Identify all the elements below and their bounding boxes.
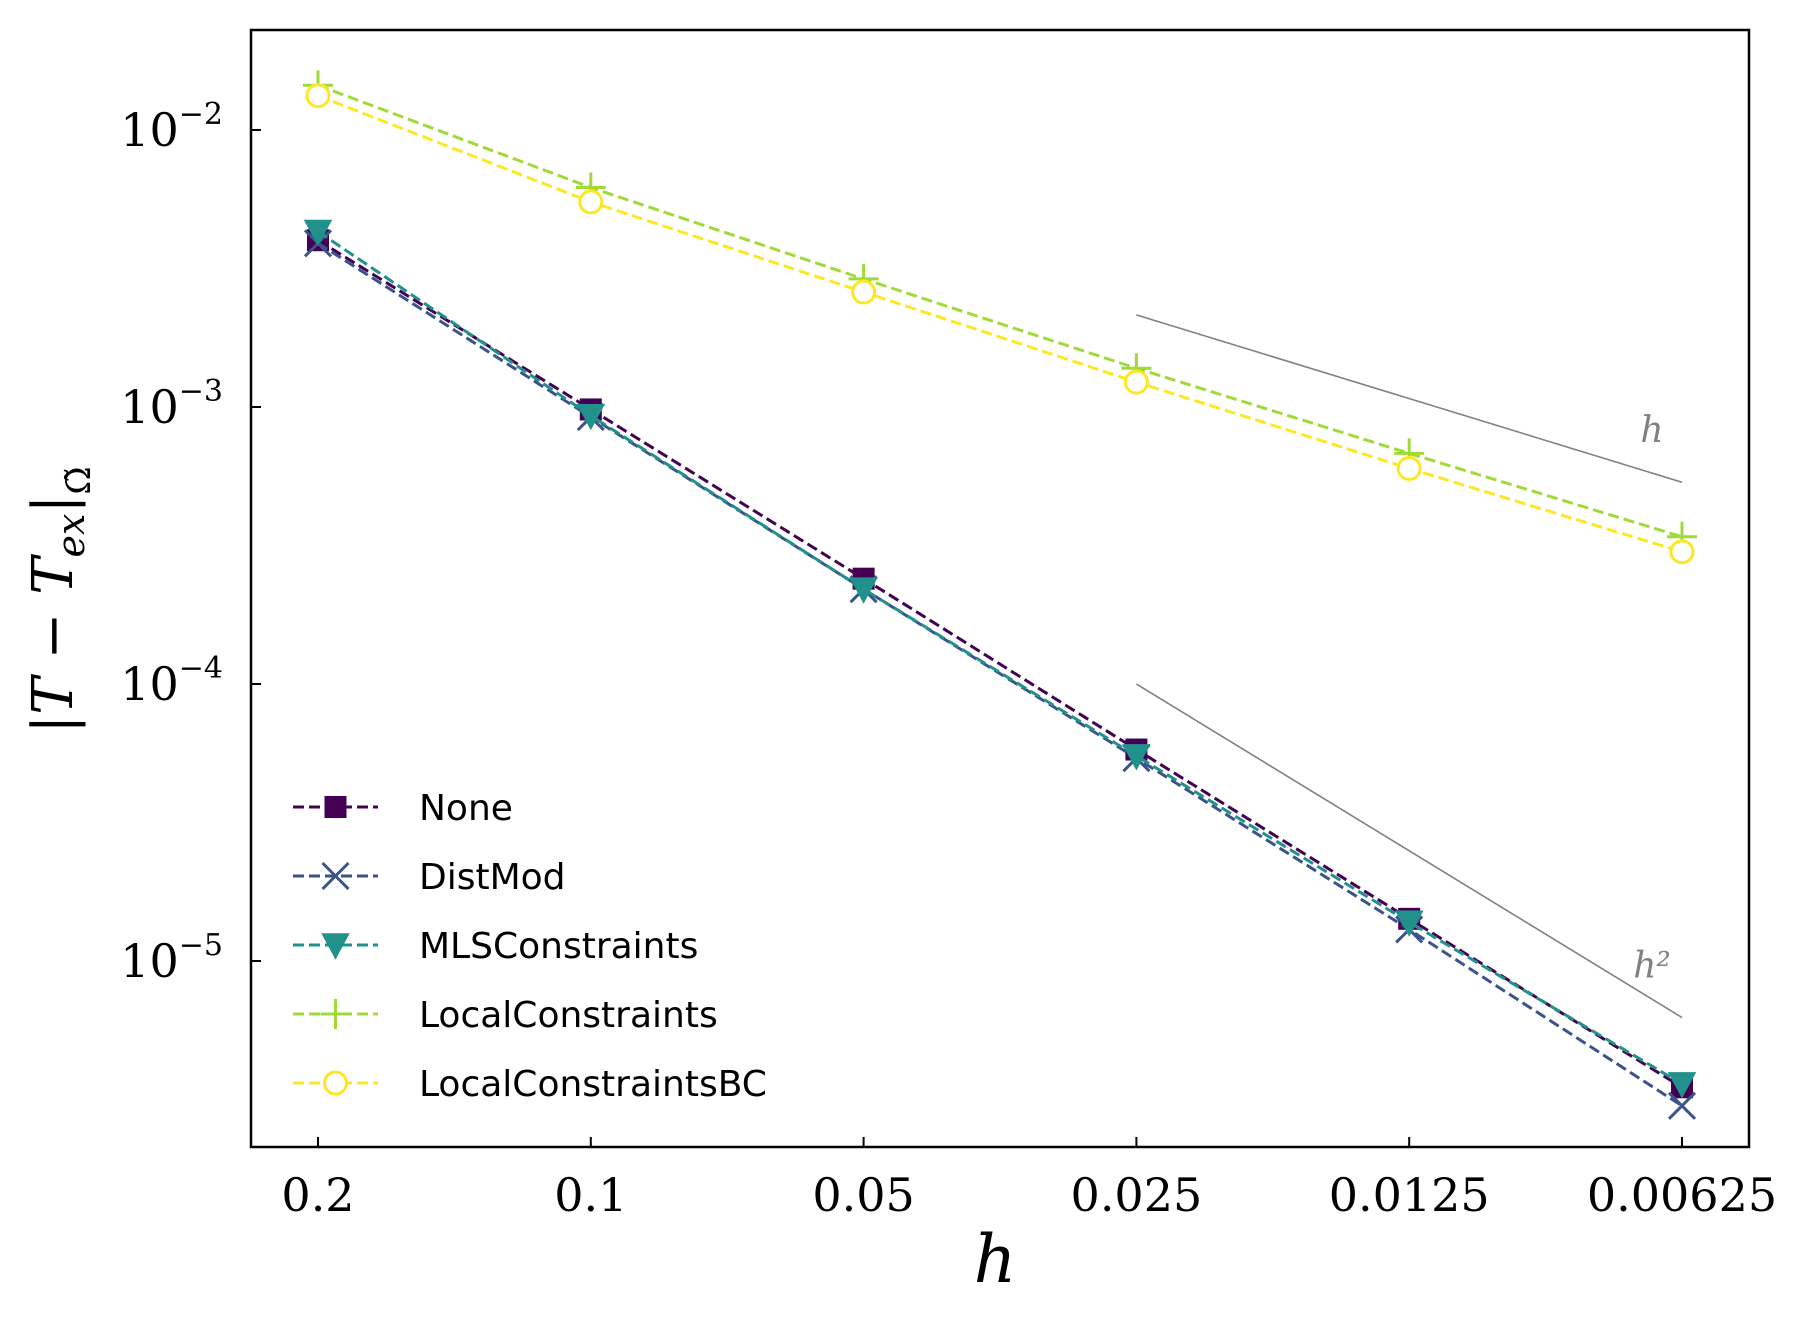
series-line-LocalConstraintsBC	[317, 94, 1683, 554]
point-LocalConstraintsBC-1	[578, 189, 604, 215]
series-DistMod	[303, 229, 1697, 1120]
legend-item-LocalConstraints: LocalConstraints	[293, 995, 718, 1036]
point-MLSConstraints-0	[303, 219, 333, 247]
reference-label-0: h	[1640, 410, 1663, 451]
y-tick-label-2: 10−4	[120, 651, 223, 711]
y-title-abs: |	[21, 715, 86, 734]
legend-marker-LocalConstraints	[320, 999, 351, 1029]
series-line-LocalConstraints	[317, 83, 1683, 539]
series-line-None	[317, 238, 1683, 1089]
legend-item-None: None	[293, 788, 513, 829]
x-tick-label-1: 0.1	[554, 1168, 627, 1222]
y-tick-label-0: 10−2	[120, 97, 223, 157]
point-LocalConstraintsBC-3	[1123, 369, 1149, 395]
plot-area	[249, 28, 1751, 1149]
legend-marker-None	[324, 796, 347, 818]
y-axis-title: |T − Tex|Ω̃	[21, 466, 99, 733]
legend-label-MLSConstraints: MLSConstraints	[419, 926, 698, 967]
x-tick-label-4: 0.0125	[1329, 1168, 1490, 1222]
legend-item-LocalConstraintsBC: LocalConstraintsBC	[293, 1064, 767, 1105]
axes: 0.2 0.1 0.05 0.025 0.0125 0.00625 10−2 10−3 10−4…	[120, 97, 1777, 1222]
x-axis-title: h	[974, 1221, 1017, 1298]
x-tick-label-5: 0.00625	[1587, 1168, 1777, 1222]
legend-label-LocalConstraints: LocalConstraints	[419, 995, 718, 1036]
y-tick-label-1: 10−3	[120, 374, 223, 434]
legend-item-DistMod: DistMod	[293, 857, 566, 898]
x-tick-label-0: 0.2	[281, 1168, 354, 1222]
point-MLSConstraints-4	[1394, 910, 1424, 937]
reference-line-0	[1136, 314, 1683, 484]
x-tick-label-3: 0.025	[1071, 1168, 1203, 1222]
point-MLSConstraints-2	[849, 577, 878, 604]
legend-marker-DistMod	[321, 861, 350, 891]
point-MLSConstraints-1	[576, 403, 606, 431]
legend-label-DistMod: DistMod	[419, 857, 566, 898]
series-MLSConstraints	[303, 219, 1697, 1099]
point-MLSConstraints-5	[1667, 1072, 1697, 1099]
plot-frame	[249, 28, 1751, 1149]
series-layer	[303, 70, 1697, 1120]
legend-label-None: None	[419, 788, 513, 829]
x-tick-label-2: 0.05	[812, 1168, 914, 1222]
series-line-MLSConstraints	[317, 230, 1683, 1086]
legend-marker-LocalConstraintsBC	[323, 1070, 348, 1096]
point-DistMod-5	[1667, 1091, 1697, 1120]
legend-marker-MLSConstraints	[321, 933, 350, 960]
reference-label-1: h²	[1633, 946, 1671, 987]
legend-label-LocalConstraintsBC: LocalConstraintsBC	[419, 1064, 767, 1105]
reference-lines: h h²	[1135, 314, 1683, 1019]
series-LocalConstraints	[303, 70, 1697, 552]
point-LocalConstraintsBC-5	[1669, 539, 1695, 565]
point-LocalConstraintsBC-0	[305, 83, 331, 109]
legend: None DistMod MLSConstraints LocalConstraint…	[293, 788, 767, 1105]
point-LocalConstraintsBC-2	[851, 279, 877, 305]
point-MLSConstraints-3	[1122, 744, 1151, 771]
legend-item-MLSConstraints: MLSConstraints	[293, 926, 698, 967]
point-LocalConstraintsBC-4	[1396, 455, 1422, 481]
svg-text:|T − Tex|Ω̃: |T − Tex|Ω̃	[21, 466, 99, 733]
series-line-DistMod	[317, 242, 1683, 1108]
y-tick-label-3: 10−5	[120, 928, 223, 988]
reference-line-1	[1135, 683, 1683, 1019]
series-LocalConstraintsBC	[305, 83, 1695, 565]
